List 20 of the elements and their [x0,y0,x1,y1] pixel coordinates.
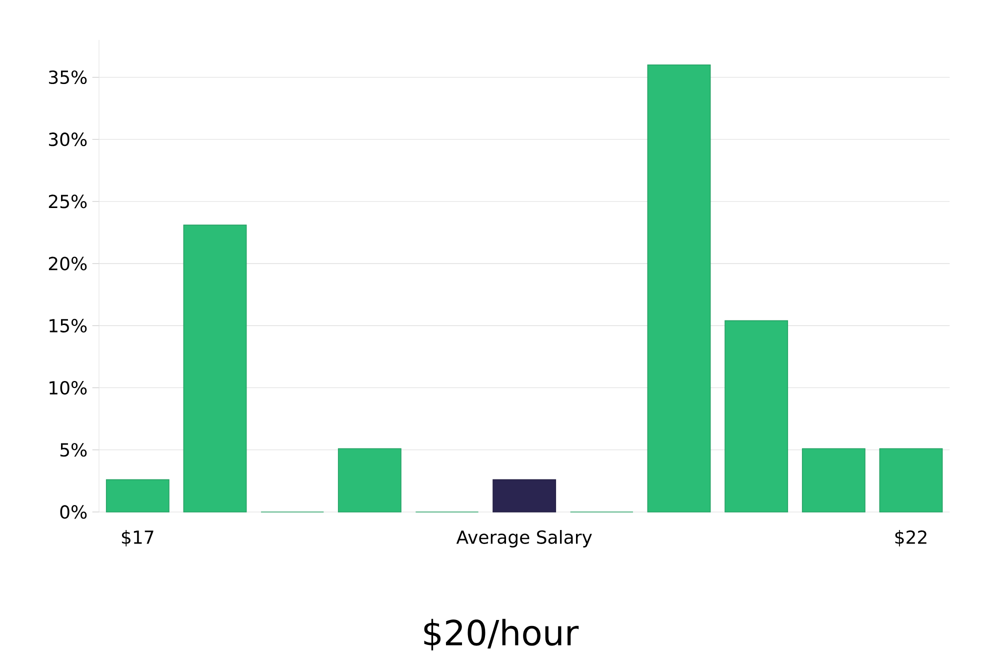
bar [492,479,556,512]
y-tick-label: 30% [49,132,87,146]
x-tick-label: $22 [895,530,926,546]
bar [338,448,402,512]
bar [802,448,866,512]
y-tick-label: 15% [50,318,87,332]
x-tick-label: $17 [122,530,154,546]
bar [879,448,943,512]
y-tick-label: 10% [50,380,87,395]
y-tick-label: 0% [60,505,87,519]
text: $20/hour [424,618,579,650]
y-tick-label: 35% [49,70,87,84]
bar [183,224,247,512]
bar [724,320,788,512]
y-tick-label: 20% [48,256,87,270]
y-tick-label: 25% [48,194,87,208]
x-tick-label: Average Salary [456,530,592,548]
y-tick-label: 5% [60,443,87,457]
bar [106,479,170,512]
bar [647,64,711,512]
